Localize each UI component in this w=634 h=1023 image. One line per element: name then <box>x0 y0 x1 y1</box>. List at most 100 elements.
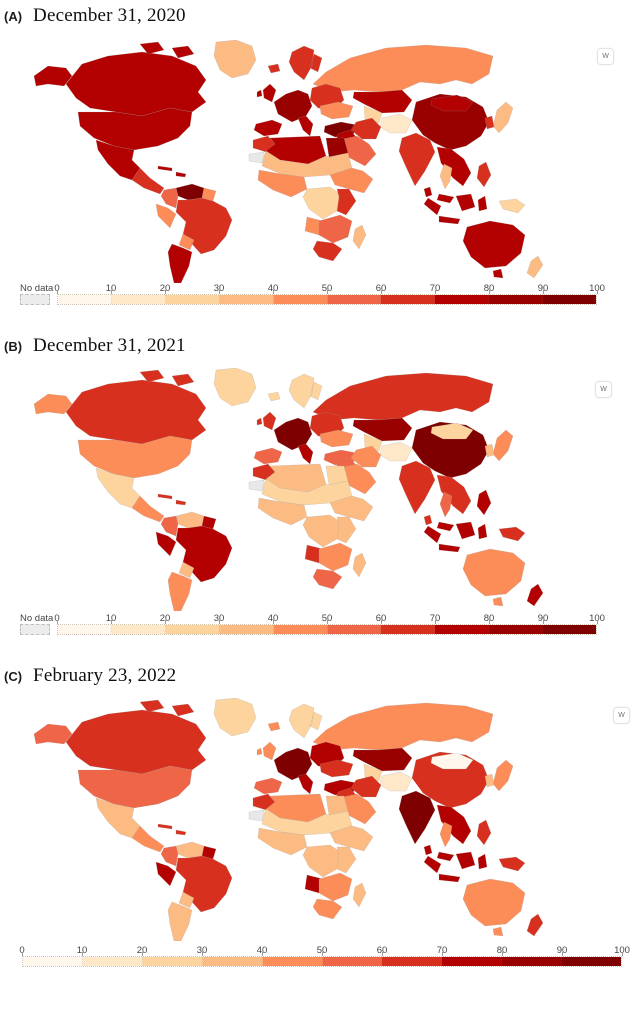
region-greenland[interactable] <box>213 40 257 79</box>
region-argentinaChile[interactable] <box>167 901 193 941</box>
region-canadaIslands[interactable] <box>139 699 195 717</box>
region-madagascar[interactable] <box>352 224 367 250</box>
region-italy[interactable] <box>297 773 314 795</box>
region-venezuela[interactable] <box>175 183 205 201</box>
region-mongolia[interactable] <box>430 422 474 440</box>
region-italy[interactable] <box>297 443 314 465</box>
region-southernAfrica[interactable] <box>318 872 353 902</box>
region-caribbean[interactable] <box>157 823 187 836</box>
region-afghanistan[interactable] <box>379 771 413 792</box>
region-westernSahara[interactable] <box>248 151 265 164</box>
region-colombia[interactable] <box>160 845 179 867</box>
region-seAsia[interactable] <box>436 146 472 187</box>
region-madagascar[interactable] <box>352 552 367 578</box>
region-australia[interactable] <box>462 878 526 937</box>
region-westernSahara[interactable] <box>248 479 265 492</box>
region-australia[interactable] <box>462 548 526 607</box>
region-eastAfrica[interactable] <box>336 516 357 544</box>
region-bolivia[interactable] <box>178 891 195 909</box>
region-hornAfrica[interactable] <box>329 167 374 194</box>
region-china[interactable] <box>411 93 490 151</box>
region-southernAfrica[interactable] <box>318 542 353 572</box>
region-argentinaChile[interactable] <box>167 243 193 283</box>
region-peru[interactable] <box>155 861 177 887</box>
region-australia[interactable] <box>462 220 526 279</box>
region-ukraine[interactable] <box>319 759 354 778</box>
region-ukraine[interactable] <box>319 101 354 120</box>
region-japan[interactable] <box>492 759 514 792</box>
region-srilanka[interactable] <box>423 186 433 198</box>
region-caribbean[interactable] <box>157 493 187 506</box>
region-thailand[interactable] <box>439 163 453 190</box>
region-peru[interactable] <box>155 203 177 229</box>
region-venezuela[interactable] <box>175 511 205 529</box>
region-mongolia[interactable] <box>430 752 474 770</box>
region-ukraine[interactable] <box>319 429 354 448</box>
region-russia[interactable] <box>312 372 494 421</box>
region-scandinavia[interactable] <box>288 373 323 409</box>
region-malaysia[interactable] <box>436 193 455 204</box>
region-png[interactable] <box>498 526 526 542</box>
region-westAfrica[interactable] <box>257 497 308 526</box>
region-iran[interactable] <box>350 775 382 798</box>
region-canadaIslands[interactable] <box>139 369 195 387</box>
world-map-panel-a[interactable] <box>20 40 630 283</box>
region-usa[interactable] <box>77 435 193 479</box>
region-centralAmerica[interactable] <box>131 495 165 523</box>
region-centralAmerica[interactable] <box>131 167 165 195</box>
region-philippines[interactable] <box>476 819 492 846</box>
region-canadaIslands[interactable] <box>139 41 195 59</box>
region-peru[interactable] <box>155 531 177 557</box>
region-southAfrica[interactable] <box>312 898 343 920</box>
region-eastAfrica[interactable] <box>336 188 357 216</box>
region-italy[interactable] <box>297 115 314 137</box>
region-indonesia[interactable] <box>423 521 488 553</box>
region-colombia[interactable] <box>160 515 179 537</box>
region-kazakhstan[interactable] <box>352 89 413 114</box>
region-indonesia[interactable] <box>423 193 488 225</box>
region-uk[interactable] <box>256 83 277 103</box>
region-southAfrica[interactable] <box>312 568 343 590</box>
region-nz[interactable] <box>526 913 544 937</box>
region-caribbean[interactable] <box>157 165 187 178</box>
region-madagascar[interactable] <box>352 882 367 908</box>
region-india[interactable] <box>398 132 436 187</box>
region-nz[interactable] <box>526 583 544 607</box>
region-centralAfrica[interactable] <box>302 844 343 878</box>
region-venezuela[interactable] <box>175 841 205 859</box>
region-uk[interactable] <box>256 411 277 431</box>
region-bolivia[interactable] <box>178 561 195 579</box>
world-map-panel-c[interactable] <box>20 698 630 941</box>
region-srilanka[interactable] <box>423 514 433 526</box>
region-nz[interactable] <box>526 255 544 279</box>
region-iceland[interactable] <box>267 721 281 732</box>
region-bolivia[interactable] <box>178 233 195 251</box>
region-uk[interactable] <box>256 741 277 761</box>
region-alaska[interactable] <box>33 65 73 87</box>
map-settings-button[interactable]: W <box>595 381 612 398</box>
region-centralAfrica[interactable] <box>302 514 343 548</box>
region-spain[interactable] <box>253 447 283 465</box>
region-eastAfrica[interactable] <box>336 846 357 874</box>
region-thailand[interactable] <box>439 491 453 518</box>
region-westAfrica[interactable] <box>257 827 308 856</box>
region-hornAfrica[interactable] <box>329 495 374 522</box>
region-canada[interactable] <box>65 51 207 117</box>
region-korea[interactable] <box>484 443 495 458</box>
region-spain[interactable] <box>253 119 283 137</box>
region-japan[interactable] <box>492 101 514 134</box>
region-japan[interactable] <box>492 429 514 462</box>
region-russia[interactable] <box>312 44 494 93</box>
region-westernEurope[interactable] <box>273 417 313 451</box>
region-alaska[interactable] <box>33 393 73 415</box>
region-philippines[interactable] <box>476 161 492 188</box>
region-hornAfrica[interactable] <box>329 825 374 852</box>
region-korea[interactable] <box>484 773 495 788</box>
region-usa[interactable] <box>77 765 193 809</box>
region-seAsia[interactable] <box>436 474 472 515</box>
region-mongolia[interactable] <box>430 94 474 112</box>
region-usa[interactable] <box>77 107 193 151</box>
region-westernSahara[interactable] <box>248 809 265 822</box>
region-kazakhstan[interactable] <box>352 417 413 442</box>
region-thailand[interactable] <box>439 821 453 848</box>
